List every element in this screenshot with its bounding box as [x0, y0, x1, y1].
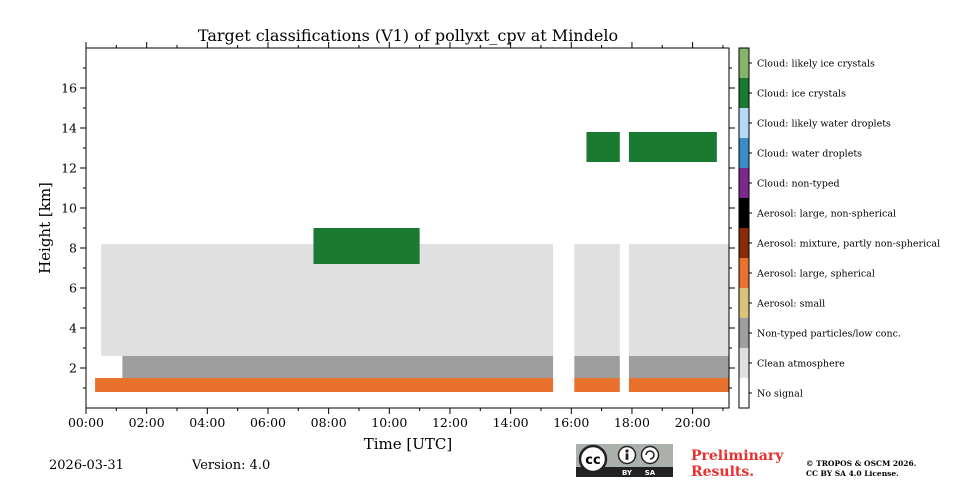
legend-swatch	[739, 48, 749, 78]
x-tick-label: 12:00	[432, 415, 468, 430]
class-region-2	[95, 378, 729, 392]
y-axis-label: Height [km]	[36, 182, 54, 274]
x-tick-label: 18:00	[614, 415, 650, 430]
x-tick-label: 06:00	[250, 415, 286, 430]
class-region-1	[122, 356, 729, 378]
legend-label: Aerosol: large, spherical	[756, 269, 875, 280]
legend-swatch	[739, 138, 749, 168]
legend-swatch	[739, 318, 749, 348]
x-tick-label: 04:00	[189, 415, 225, 430]
legend-swatch	[739, 78, 749, 108]
legend-label: Aerosol: small	[756, 299, 825, 310]
legend-swatch	[739, 378, 749, 408]
data-gap-1	[619, 48, 629, 408]
by-person-body	[625, 453, 629, 460]
date-label: 2026-03-31	[49, 458, 124, 473]
preliminary-line-1: Preliminary	[691, 448, 784, 464]
legend-label: Cloud: water droplets	[757, 149, 862, 160]
x-axis-label: Time [UTC]	[364, 435, 453, 453]
x-tick-label: 16:00	[553, 415, 589, 430]
legend-swatch	[739, 168, 749, 198]
y-tick-label: 6	[69, 281, 77, 296]
legend-swatch	[739, 108, 749, 138]
colorbar-frame	[738, 47, 750, 409]
y-tick-label: 10	[61, 201, 77, 216]
y-tick-label: 4	[69, 321, 77, 336]
y-tick-label: 8	[69, 241, 77, 256]
x-tick-label: 00:00	[68, 415, 104, 430]
legend-label: Cloud: non-typed	[757, 179, 840, 190]
x-tick-label: 14:00	[493, 415, 529, 430]
x-tick-label: 10:00	[371, 415, 407, 430]
legend-label: Clean atmosphere	[757, 359, 845, 370]
cc-license-badge: cc BY SA	[576, 444, 673, 477]
data-gap-0	[553, 48, 575, 408]
axes: 00:00 02:00 04:00 06:00 08:00 10:00 12:00 14:00…	[61, 42, 735, 430]
legend-swatch	[739, 258, 749, 288]
by-label: BY	[622, 469, 633, 477]
copyright-line-1: © TROPOS & OSCM 2026.	[806, 459, 917, 468]
sa-label: SA	[645, 469, 656, 477]
legend-label: Aerosol: mixture, partly non-spherical	[756, 239, 940, 250]
legend-label: Aerosol: large, non-spherical	[756, 209, 896, 220]
legend-label: Cloud: likely water droplets	[757, 119, 891, 130]
plot-area	[86, 48, 729, 408]
legend-label: Cloud: ice crystals	[757, 89, 846, 100]
x-tick-label: 02:00	[129, 415, 165, 430]
legend-label: Non-typed particles/low conc.	[757, 329, 901, 340]
legend-label: Cloud: likely ice crystals	[757, 59, 875, 70]
preliminary-line-2: Results.	[691, 464, 755, 480]
y-tick-label: 16	[61, 81, 77, 96]
cc-badge-strip	[576, 467, 673, 477]
legend-swatch	[739, 348, 749, 378]
by-person-head	[625, 449, 629, 453]
legend-swatch	[739, 288, 749, 318]
y-tick-label: 2	[69, 361, 77, 376]
class-region-3	[313, 228, 420, 264]
x-tick-label: 20:00	[675, 415, 711, 430]
copyright-line-2: CC BY SA 4.0 License.	[806, 469, 899, 478]
x-tick-label: 08:00	[311, 415, 347, 430]
legend-swatch	[739, 228, 749, 258]
version-label: Version: 4.0	[192, 458, 271, 473]
cc-logo-text: cc	[585, 453, 600, 468]
sa-share-icon	[640, 445, 660, 465]
y-tick-label: 12	[61, 161, 77, 176]
y-tick-label: 14	[61, 121, 77, 136]
cc-logo-icon	[578, 444, 608, 474]
chart-title: Target classifications (V1) of pollyxt_c…	[198, 26, 618, 45]
legend-label: No signal	[757, 389, 803, 400]
colorbar-legend: No signal Clean atmosphere Non-typed parti…	[738, 47, 940, 409]
preliminary-notice: Preliminary Results.	[691, 448, 783, 480]
class-region-4	[586, 132, 717, 162]
legend-swatch	[739, 198, 749, 228]
sa-arrow-icon	[645, 450, 655, 460]
copyright-notice: © TROPOS & OSCM 2026. CC BY SA 4.0 Licen…	[806, 459, 916, 479]
